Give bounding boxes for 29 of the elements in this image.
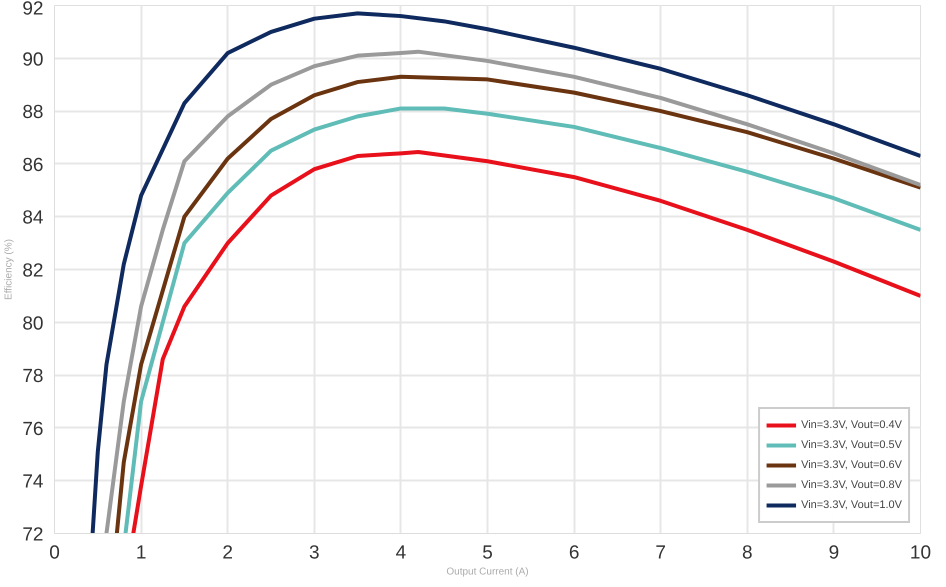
legend-label: Vin=3.3V, Vout=0.6V <box>801 458 902 472</box>
y-tick-label: 80 <box>22 313 44 334</box>
x-tick-label: 0 <box>49 542 60 564</box>
x-tick-label: 1 <box>136 542 146 564</box>
y-tick-label: 90 <box>22 49 44 70</box>
y-tick-label: 84 <box>22 208 44 229</box>
y-tick-label: 82 <box>22 260 44 282</box>
y-tick-label: 74 <box>22 472 44 493</box>
x-tick-label: 4 <box>396 542 407 564</box>
x-tick-label: 7 <box>655 542 666 564</box>
legend-label: Vin=3.3V, Vout=0.5V <box>801 438 902 452</box>
x-tick-label: 6 <box>568 542 580 564</box>
y-tick-label: 76 <box>22 418 44 440</box>
y-tick-label: 88 <box>22 102 44 124</box>
legend-label: Vin=3.3V, Vout=1.0V <box>801 498 902 512</box>
y-tick-label: 72 <box>22 524 44 546</box>
y-tick-label: 92 <box>22 0 44 20</box>
x-tick-label: 9 <box>828 542 840 564</box>
x-tick-label: 2 <box>222 542 233 564</box>
legend-label: Vin=3.3V, Vout=0.4V <box>801 418 902 432</box>
legend-label: Vin=3.3V, Vout=0.8V <box>801 478 902 492</box>
x-tick-label: 3 <box>309 542 320 564</box>
x-tick-label: 5 <box>482 542 493 564</box>
x-tick-label: 8 <box>742 542 753 564</box>
y-axis-title: Efficiency (%) <box>3 239 14 300</box>
y-tick-label: 78 <box>22 366 44 388</box>
x-tick-label: 10 <box>910 542 932 564</box>
x-axis-title: Output Current (A) <box>446 566 529 578</box>
y-tick-label: 86 <box>22 154 44 176</box>
